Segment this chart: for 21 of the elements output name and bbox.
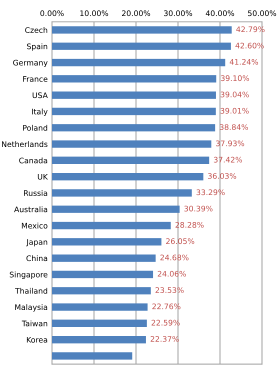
bar — [52, 172, 204, 180]
bar — [52, 254, 156, 262]
bar — [52, 58, 226, 66]
bar — [52, 238, 162, 246]
bar — [52, 26, 232, 34]
bar — [52, 287, 151, 294]
bar — [52, 140, 212, 148]
bar — [52, 270, 154, 278]
bar — [52, 352, 132, 360]
bar — [52, 108, 216, 116]
bar — [52, 91, 216, 99]
bar — [52, 222, 171, 230]
bar — [52, 189, 192, 197]
bar — [52, 124, 216, 132]
bar — [52, 303, 148, 311]
bar — [52, 336, 146, 344]
bar — [52, 42, 231, 50]
bar — [52, 156, 210, 164]
bar — [52, 75, 216, 83]
bar — [52, 320, 147, 328]
bar — [52, 206, 180, 213]
